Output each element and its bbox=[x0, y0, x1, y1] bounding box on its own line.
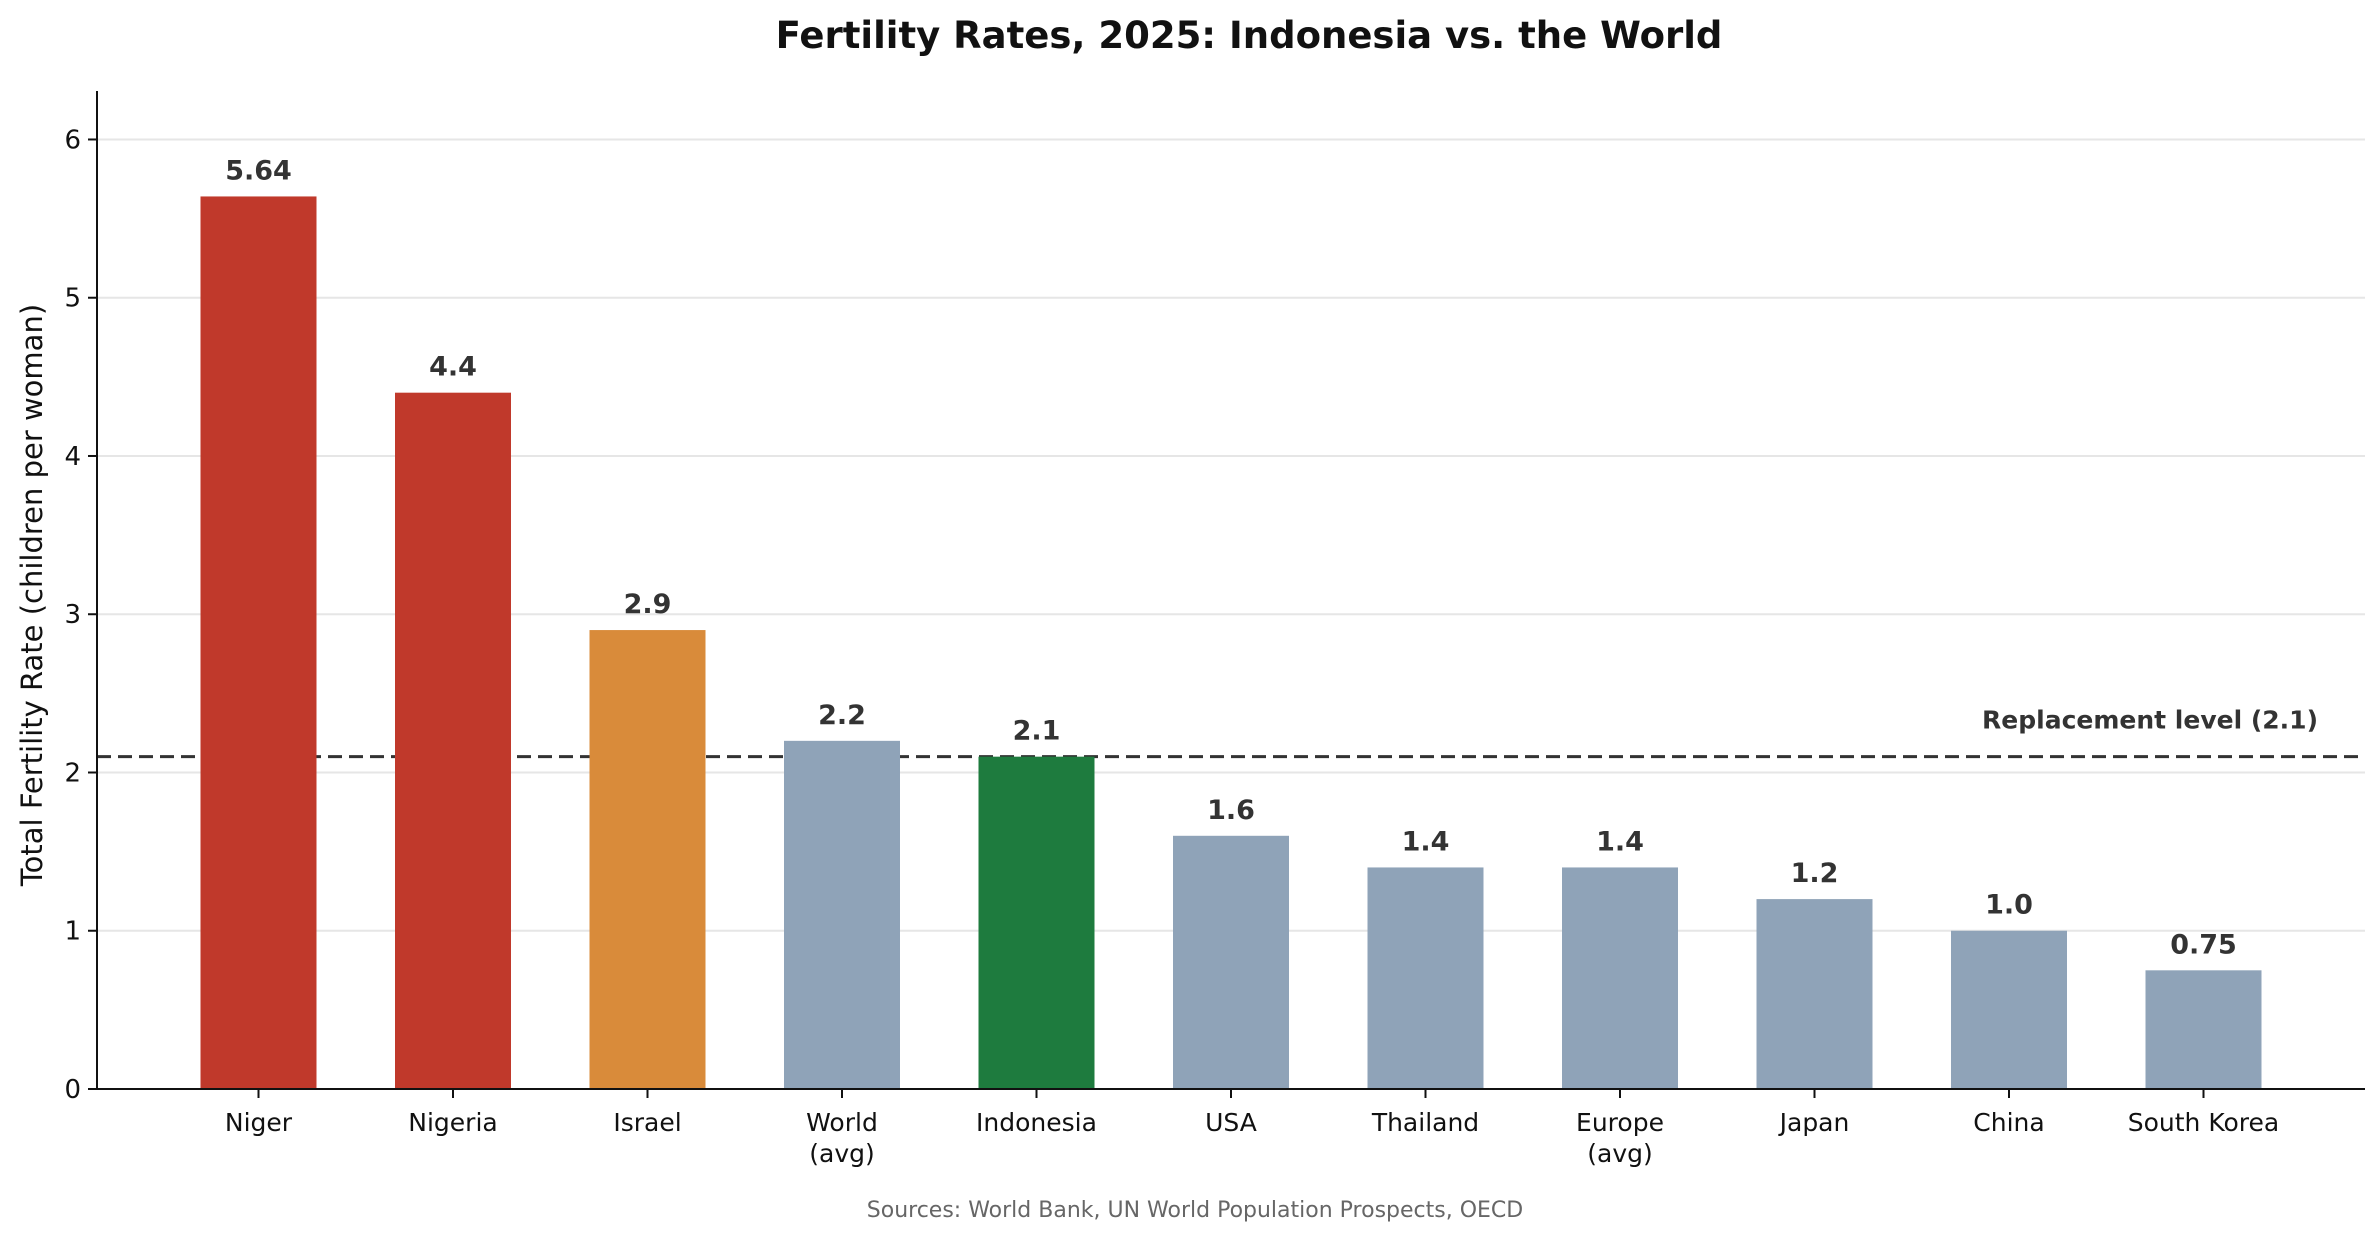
x-tick-label: China bbox=[1973, 1108, 2044, 1137]
bar bbox=[589, 630, 706, 1089]
value-label: 1.4 bbox=[1402, 826, 1450, 857]
x-tick-label-line: (avg) bbox=[1587, 1139, 1653, 1168]
bar bbox=[1562, 867, 1678, 1089]
x-tick-label: Japan bbox=[1778, 1108, 1850, 1137]
value-label: 5.64 bbox=[225, 155, 292, 186]
bar bbox=[1756, 899, 1873, 1089]
value-label: 1.6 bbox=[1207, 795, 1255, 826]
value-label: 0.75 bbox=[2170, 929, 2237, 960]
x-tick-label-line: World bbox=[806, 1108, 878, 1137]
x-tick-label: Indonesia bbox=[976, 1108, 1097, 1137]
replacement-level-label: Replacement level (2.1) bbox=[1982, 706, 2318, 735]
value-label: 2.1 bbox=[1013, 716, 1061, 747]
y-tick-label: 4 bbox=[64, 442, 81, 472]
value-label: 1.2 bbox=[1791, 858, 1839, 889]
x-ticks: Niger Nigeria Israel World (avg)Indonesia USA… bbox=[225, 1089, 2279, 1168]
x-tick-label: Thailand bbox=[1371, 1108, 1479, 1137]
value-label: 1.0 bbox=[1985, 890, 2033, 921]
y-tick-label: 3 bbox=[64, 600, 81, 630]
bar bbox=[1951, 930, 2067, 1089]
bar bbox=[2145, 970, 2262, 1089]
y-tick-label: 5 bbox=[64, 284, 81, 314]
y-tick-label: 1 bbox=[64, 917, 81, 947]
chart-title: Fertility Rates, 2025: Indonesia vs. the… bbox=[776, 14, 1723, 57]
y-tick-label: 6 bbox=[64, 125, 81, 155]
y-tick-label: 0 bbox=[64, 1075, 81, 1105]
y-tick-label: 2 bbox=[64, 758, 81, 788]
x-tick-label: Niger bbox=[225, 1108, 293, 1137]
bar bbox=[395, 392, 511, 1090]
x-tick-label: USA bbox=[1205, 1108, 1257, 1137]
x-tick-label: Europe (avg) bbox=[1576, 1108, 1664, 1168]
x-tick-label: South Korea bbox=[2128, 1108, 2279, 1137]
bar bbox=[1367, 867, 1484, 1089]
value-label: 1.4 bbox=[1596, 826, 1644, 857]
bar bbox=[1173, 835, 1289, 1089]
bar bbox=[978, 756, 1095, 1089]
x-tick-label: Nigeria bbox=[408, 1108, 497, 1137]
x-tick-label: Israel bbox=[613, 1108, 681, 1137]
y-ticks: 0 1 2 3 4 5 6 bbox=[64, 125, 97, 1105]
value-label: 4.4 bbox=[429, 352, 477, 383]
bars bbox=[200, 196, 2262, 1090]
bar bbox=[784, 740, 900, 1089]
x-tick-label-line: (avg) bbox=[809, 1139, 875, 1168]
value-label: 2.2 bbox=[818, 700, 866, 731]
value-label: 2.9 bbox=[624, 589, 672, 620]
x-tick-label: World (avg) bbox=[806, 1108, 878, 1168]
bar bbox=[200, 196, 317, 1089]
source-note: Sources: World Bank, UN World Population… bbox=[867, 1198, 1523, 1223]
value-labels: 5.64 4.4 2.9 2.2 2.1 1.6 1.4 1.4 1.2 1.0 0.75 bbox=[225, 155, 2237, 960]
x-tick-label-line: Europe bbox=[1576, 1108, 1664, 1137]
y-axis-label: Total Fertility Rate (children per woman… bbox=[15, 304, 49, 887]
